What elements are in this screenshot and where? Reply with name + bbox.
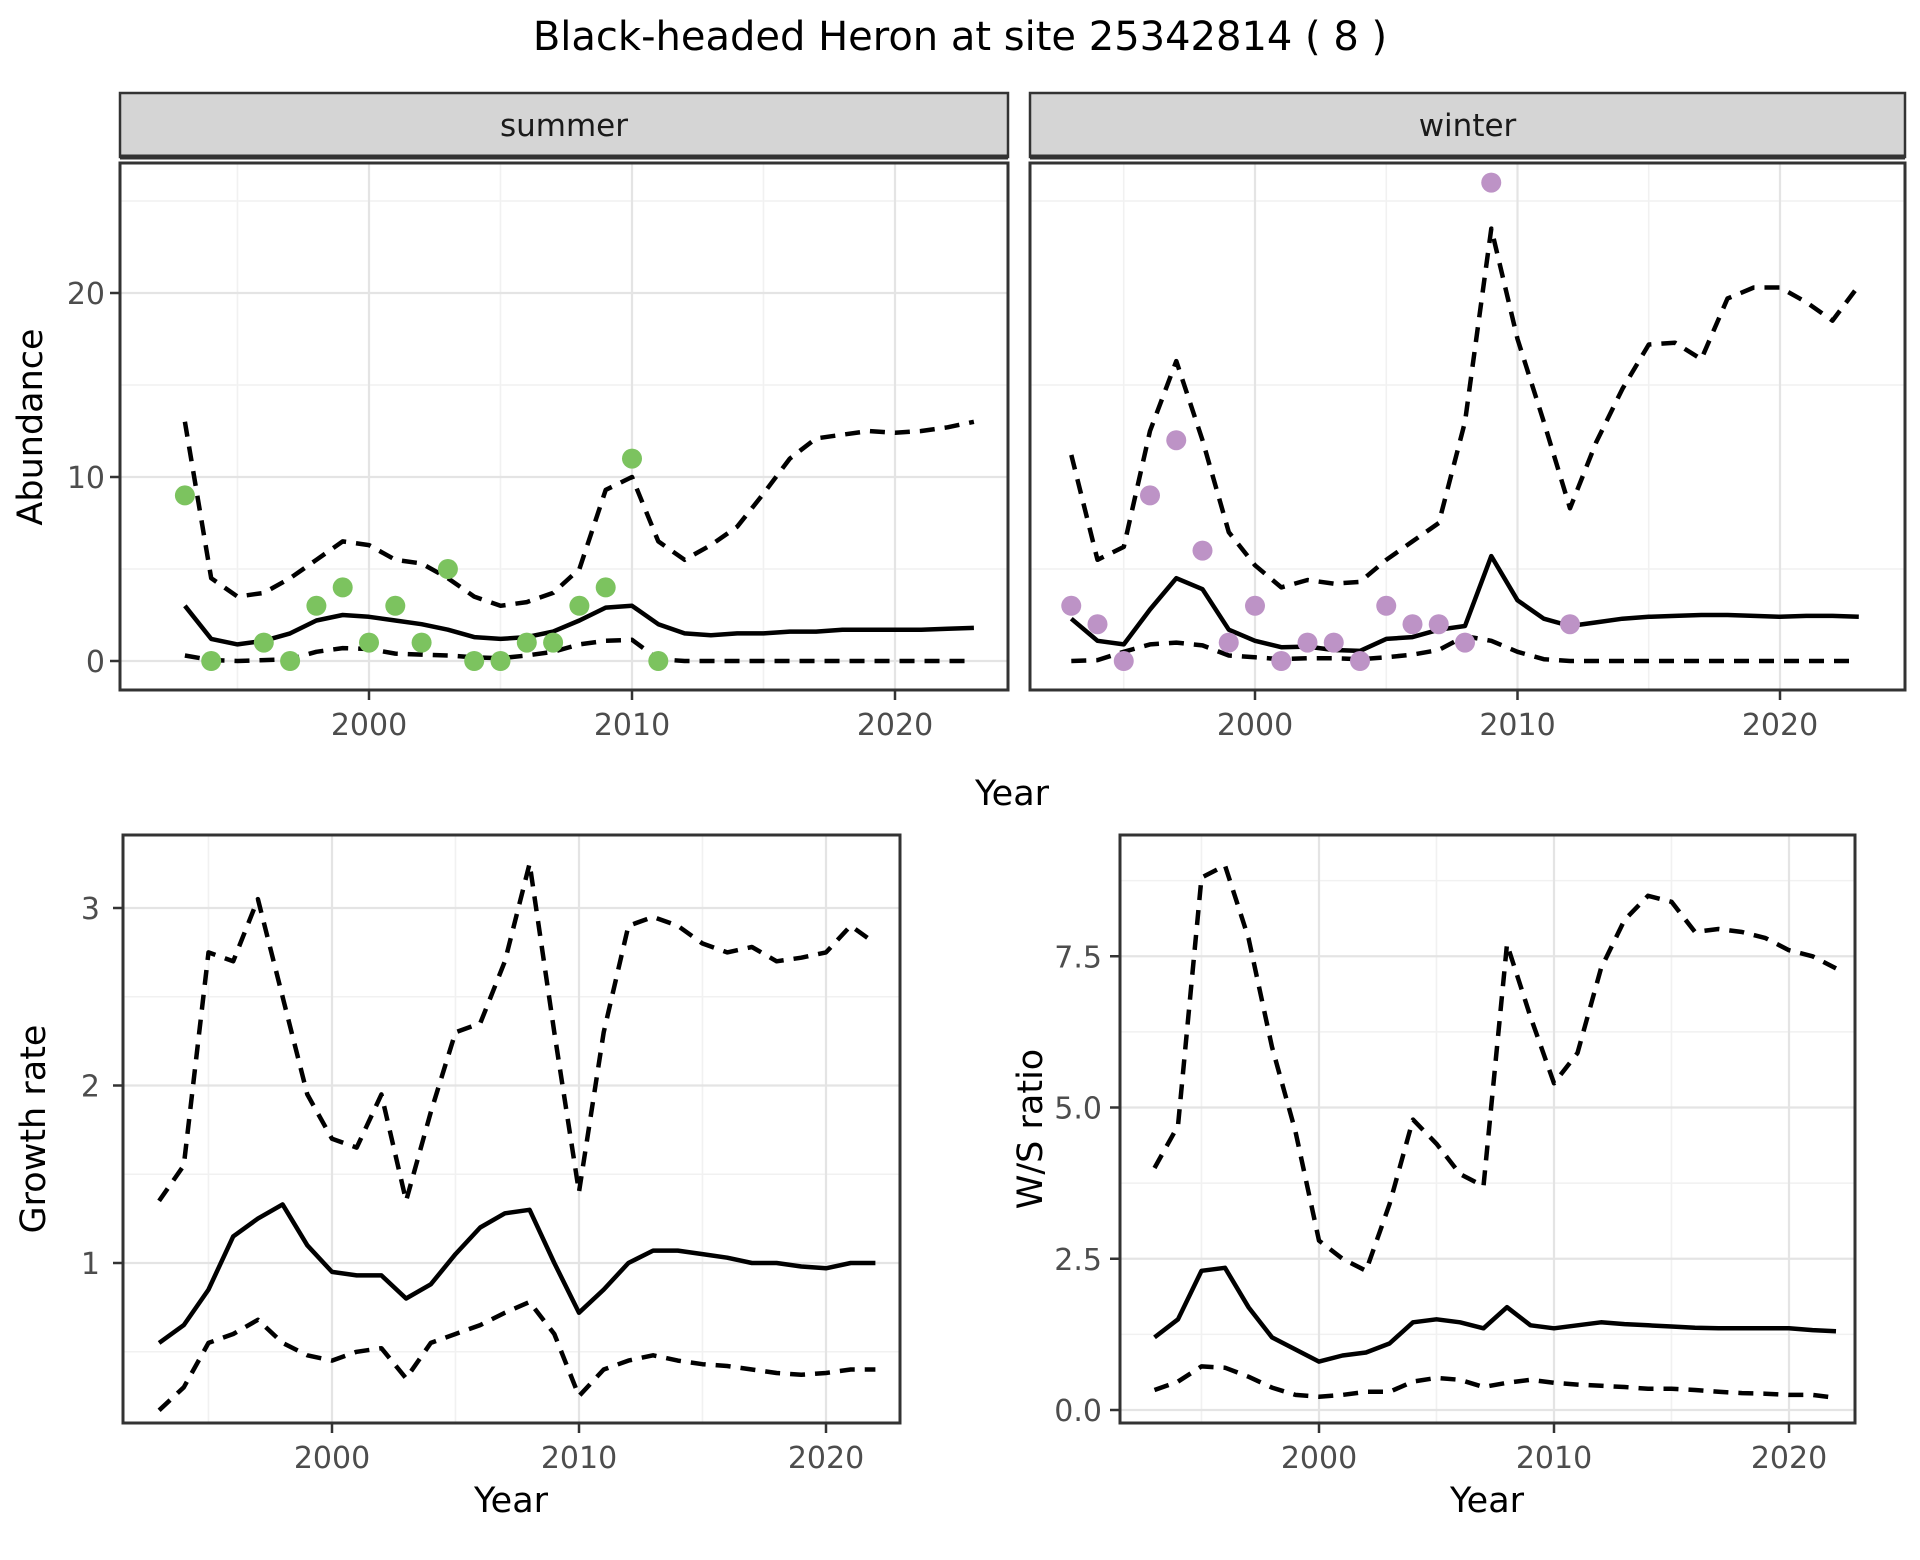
x-tick-label: 2010 [541,1441,617,1476]
y-tick-label: 10 [67,461,105,496]
upper-ci-line [157,861,877,1204]
panels-group: summer 2000 2010 2020 0 10 20 winter 2000 2010 202… [67,91,1907,1476]
y-axis-title-abundance: Abundance [11,328,51,525]
panel-border [1118,833,1857,1425]
y-tick-label: 0 [86,645,105,680]
facet-strip-label: summer [500,108,628,144]
x-tick-label: 2000 [294,1441,370,1476]
lower-ci-line [1153,1364,1837,1401]
observation-point [1455,632,1475,653]
panel-growth-rate: 2000 2010 2020 1 2 3 [81,833,902,1476]
observation-point [385,595,406,616]
plot-title: Black-headed Heron at site 25342814 ( 8 … [533,14,1387,60]
observation-point [1113,651,1134,671]
observation-point [1061,595,1082,616]
panel-background [1030,163,1905,690]
observation-point [543,632,564,653]
observation-point [595,577,616,598]
observation-point [464,651,485,671]
observation-point [1560,614,1580,635]
observation-point [1087,614,1108,635]
observation-point [437,559,458,579]
observation-point [332,577,353,598]
panel-background [123,835,900,1423]
median-line [183,603,974,647]
observation-point [1428,614,1449,635]
panel-abundance-winter: winter 2000 2010 2020 [1028,91,1907,743]
x-tick-label: 2000 [1281,1441,1357,1476]
panel-border [1028,161,1907,692]
upper-ci-line [1069,226,1861,590]
x-tick-label: 2000 [1217,708,1293,743]
panel-ws-ratio: 2000 2010 2020 0.0 2.5 5.0 7.5 [1054,833,1857,1476]
facet-strip-label: winter [1419,108,1517,144]
panel-border [121,833,902,1425]
facet-strip [1028,91,1907,159]
y-tick-label: 20 [67,277,105,312]
observation-point [648,651,669,671]
observation-point [280,651,301,671]
observation-point [1297,632,1318,653]
panel-border [118,161,1010,692]
observation-point [1376,595,1397,616]
observation-point [201,651,222,671]
y-tick-label: 2 [81,1070,100,1105]
observation-point [1323,632,1344,653]
y-tick-label: 0.0 [1054,1394,1102,1429]
upper-ci-line [182,419,975,609]
y-tick-label: 7.5 [1054,940,1102,975]
y-tick-label: 5.0 [1054,1092,1102,1127]
x-tick-label: 2020 [788,1441,864,1476]
observation-point [1245,595,1265,616]
x-tick-label: 2020 [1742,708,1818,743]
x-tick-label: 2000 [331,708,407,743]
x-axis-title-year-ws: Year [1449,1481,1525,1521]
observation-point [1350,651,1370,671]
observation-point [490,651,511,671]
observation-point [622,448,642,469]
observation-point [516,632,537,653]
y-axis-title-growth-rate: Growth rate [14,1025,54,1234]
y-tick-label: 3 [81,892,100,927]
x-axis-title-year-growth: Year [473,1481,549,1521]
lower-ci-line [184,637,974,664]
observation-point [306,595,327,616]
median-line [1069,553,1859,654]
x-axis-title-year-top: Year [974,774,1050,814]
y-tick-label: 1 [81,1247,100,1282]
observation-point [1192,540,1213,561]
observation-point [569,595,590,616]
observation-point [1402,614,1423,635]
x-tick-label: 2020 [1751,1441,1827,1476]
x-tick-label: 2010 [594,708,670,743]
observation-point [174,485,195,506]
median-line [1153,1265,1837,1364]
axis-titles-group: Abundance Year Growth rate Year W/S ratio Yea… [11,328,1525,1521]
observation-point [1481,172,1502,193]
median-line [157,1202,876,1345]
observation-point [1218,632,1239,653]
observation-point [359,632,379,653]
observation-point [1271,651,1292,671]
panel-background [120,163,1008,690]
observation-point [253,632,274,653]
y-tick-label: 2.5 [1054,1243,1102,1278]
x-tick-label: 2020 [857,708,933,743]
observation-point [411,632,432,653]
x-tick-label: 2010 [1516,1441,1592,1476]
panel-abundance-summer: summer 2000 2010 2020 0 10 20 [67,91,1010,743]
lower-ci-line [157,1299,876,1412]
observation-point [1166,430,1187,451]
observation-point [1140,485,1160,506]
y-axis-title-ws-ratio: W/S ratio [1011,1049,1051,1209]
x-tick-label: 2010 [1479,708,1555,743]
